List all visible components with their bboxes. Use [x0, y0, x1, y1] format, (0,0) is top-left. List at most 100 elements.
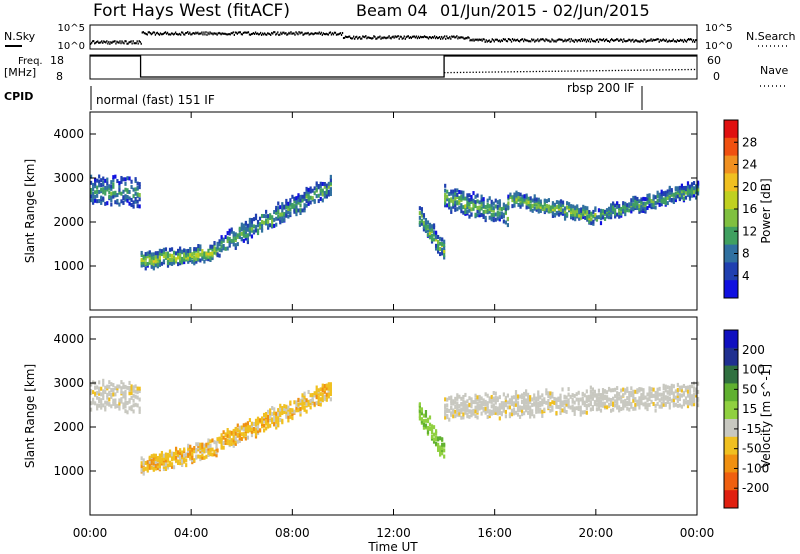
heatmap-cell: [531, 397, 534, 402]
noise-point: [111, 41, 113, 44]
noise-point: [456, 35, 458, 38]
heatmap-cell: [638, 209, 641, 214]
colorbar-segment: [724, 173, 738, 192]
noise-point: [205, 31, 207, 34]
noise-point: [573, 40, 575, 43]
heatmap-cell: [275, 425, 278, 430]
heatmap-cell: [535, 402, 538, 407]
heatmap-cell: [150, 252, 153, 257]
heatmap-cell: [168, 463, 172, 468]
noise-point: [648, 39, 650, 42]
heatmap-cell: [189, 451, 192, 456]
heatmap-cell: [672, 384, 675, 389]
heatmap-cell: [458, 205, 461, 210]
heatmap-cell: [668, 190, 671, 195]
heatmap-cell: [317, 391, 320, 396]
heatmap-cell: [424, 418, 428, 423]
heatmap-cell: [535, 396, 538, 401]
heatmap-cell: [177, 255, 180, 260]
heatmap-cell: [106, 384, 109, 389]
heatmap-cell: [646, 403, 649, 408]
heatmap-cell: [494, 395, 497, 400]
heatmap-cell: [584, 215, 587, 220]
heatmap-cell: [680, 189, 684, 194]
heatmap-cell: [234, 426, 237, 431]
noise-point: [615, 38, 617, 41]
heatmap-cell: [470, 212, 473, 217]
noise-point: [462, 36, 464, 39]
heatmap-cell: [549, 205, 553, 210]
heatmap-cell: [321, 188, 324, 193]
heatmap-cell: [490, 399, 493, 404]
heatmap-cell: [246, 421, 250, 426]
heatmap-cell: [267, 214, 270, 219]
noise-point: [102, 41, 104, 44]
heatmap-cell: [547, 404, 550, 409]
noise-point: [689, 38, 692, 41]
noise-point: [212, 33, 214, 36]
heatmap-cell: [607, 386, 611, 391]
noise-point: [538, 40, 540, 43]
heatmap-cell: [595, 396, 599, 401]
heatmap-cell: [154, 466, 157, 471]
noise-point: [188, 32, 190, 35]
heatmap-cell: [474, 400, 477, 405]
noise-point: [191, 33, 193, 36]
noise-point: [482, 38, 484, 41]
heatmap-cell: [130, 391, 133, 396]
heatmap-cell: [220, 244, 223, 249]
heatmap-cell: [254, 422, 258, 427]
noise-point: [265, 33, 267, 36]
heatmap-cell: [250, 226, 254, 231]
heatmap-cell: [160, 252, 164, 257]
heatmap-cell: [110, 382, 113, 387]
heatmap-cell: [579, 412, 582, 417]
heatmap-cell: [90, 401, 93, 406]
heatmap-cell: [142, 260, 145, 265]
heatmap-cell: [96, 185, 99, 190]
noise-point: [593, 40, 596, 43]
heatmap-cell: [666, 385, 669, 390]
noise-point: [438, 36, 440, 39]
heatmap-cell: [150, 259, 153, 264]
noise-point: [641, 39, 643, 42]
heatmap-cell: [500, 214, 503, 219]
heatmap-cell: [138, 397, 141, 402]
heatmap-cell: [511, 198, 514, 203]
heatmap-cell: [634, 201, 637, 206]
heatmap-cell: [439, 447, 442, 452]
heatmap-cell: [146, 254, 149, 259]
noise-point: [395, 36, 397, 39]
noise-point: [551, 38, 553, 41]
heatmap-cell: [426, 429, 430, 434]
heatmap-cell: [476, 405, 479, 410]
heatmap-cell: [519, 200, 522, 205]
heatmap-cell: [277, 206, 280, 211]
noise-point: [428, 36, 431, 39]
heatmap-cell: [599, 408, 603, 413]
heatmap-cell: [432, 425, 436, 430]
heatmap-cell: [234, 232, 237, 237]
noise-point: [623, 38, 625, 41]
noise-point: [511, 38, 514, 41]
heatmap-cell: [577, 397, 580, 402]
noise-point: [119, 40, 121, 43]
heatmap-cell: [557, 396, 560, 401]
colorbar-segment: [724, 120, 738, 139]
x-tick-label: 12:00: [376, 526, 411, 540]
heatmap-cell: [678, 189, 681, 194]
heatmap-cell: [281, 208, 284, 213]
colorbar-tick-label: 4: [742, 269, 750, 283]
noise-point: [362, 35, 364, 38]
heatmap-cell: [549, 391, 552, 396]
heatmap-cell: [609, 398, 613, 403]
heatmap-cell: [508, 412, 512, 417]
noise-point: [247, 31, 250, 34]
heatmap-cell: [622, 201, 625, 206]
heatmap-cell: [118, 190, 121, 195]
heatmap-cell: [96, 406, 99, 411]
heatmap-cell: [454, 400, 457, 405]
heatmap-cell: [585, 397, 588, 402]
heatmap-cell: [207, 251, 210, 256]
noise-point: [299, 32, 301, 35]
